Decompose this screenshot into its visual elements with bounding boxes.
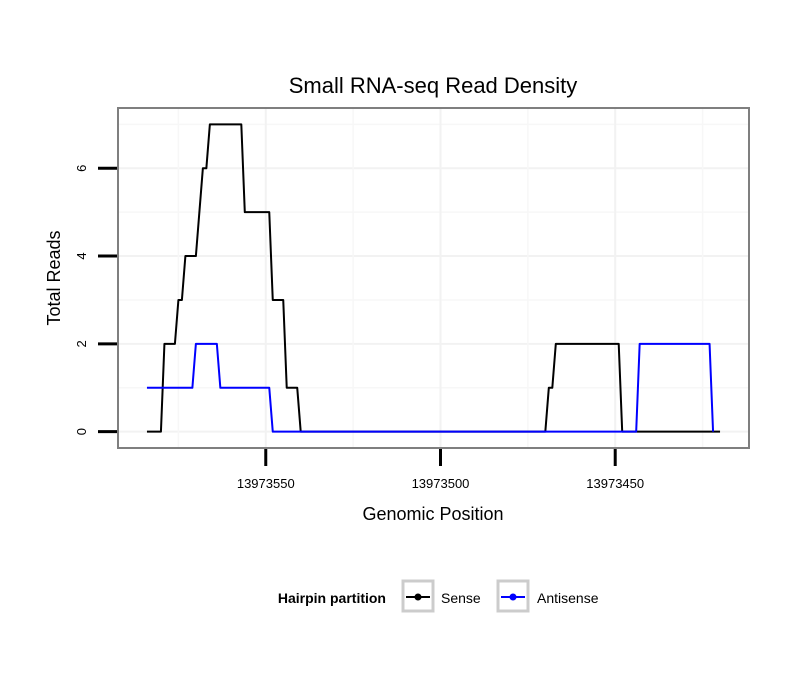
x-tick-label-13973550: 13973550	[237, 476, 295, 491]
series-line-sense	[146, 123, 721, 433]
legend-item-sense: Sense	[401, 579, 481, 613]
chart-title: Small RNA-seq Read Density	[289, 73, 578, 98]
legend-label-antisense: Antisense	[537, 590, 599, 606]
series-lines	[146, 123, 721, 433]
y-axis-title: Total Reads	[44, 230, 64, 325]
x-tick-label-13973450: 13973450	[586, 476, 644, 491]
legend-dot-sense	[414, 593, 422, 601]
x-tick-label-13973500: 13973500	[412, 476, 470, 491]
legend-dot-antisense	[509, 593, 517, 601]
plot-panel	[117, 107, 750, 449]
grid-lines	[119, 109, 748, 447]
y-tick-label-6: 6	[74, 165, 89, 172]
x-axis-title: Genomic Position	[362, 504, 503, 524]
y-tick-label-0: 0	[74, 428, 89, 435]
x-axis: 13973550 13973500 13973450	[237, 449, 644, 491]
series-line-antisense	[146, 342, 715, 433]
legend-title: Hairpin partition	[278, 590, 386, 606]
legend-item-antisense: Antisense	[496, 579, 599, 613]
y-tick-label-4: 4	[74, 252, 89, 259]
legend: Hairpin partition Sense Antisense	[278, 579, 599, 613]
y-axis: 0 2 4 6	[74, 165, 117, 435]
y-tick-label-2: 2	[74, 340, 89, 347]
legend-label-sense: Sense	[441, 590, 481, 606]
